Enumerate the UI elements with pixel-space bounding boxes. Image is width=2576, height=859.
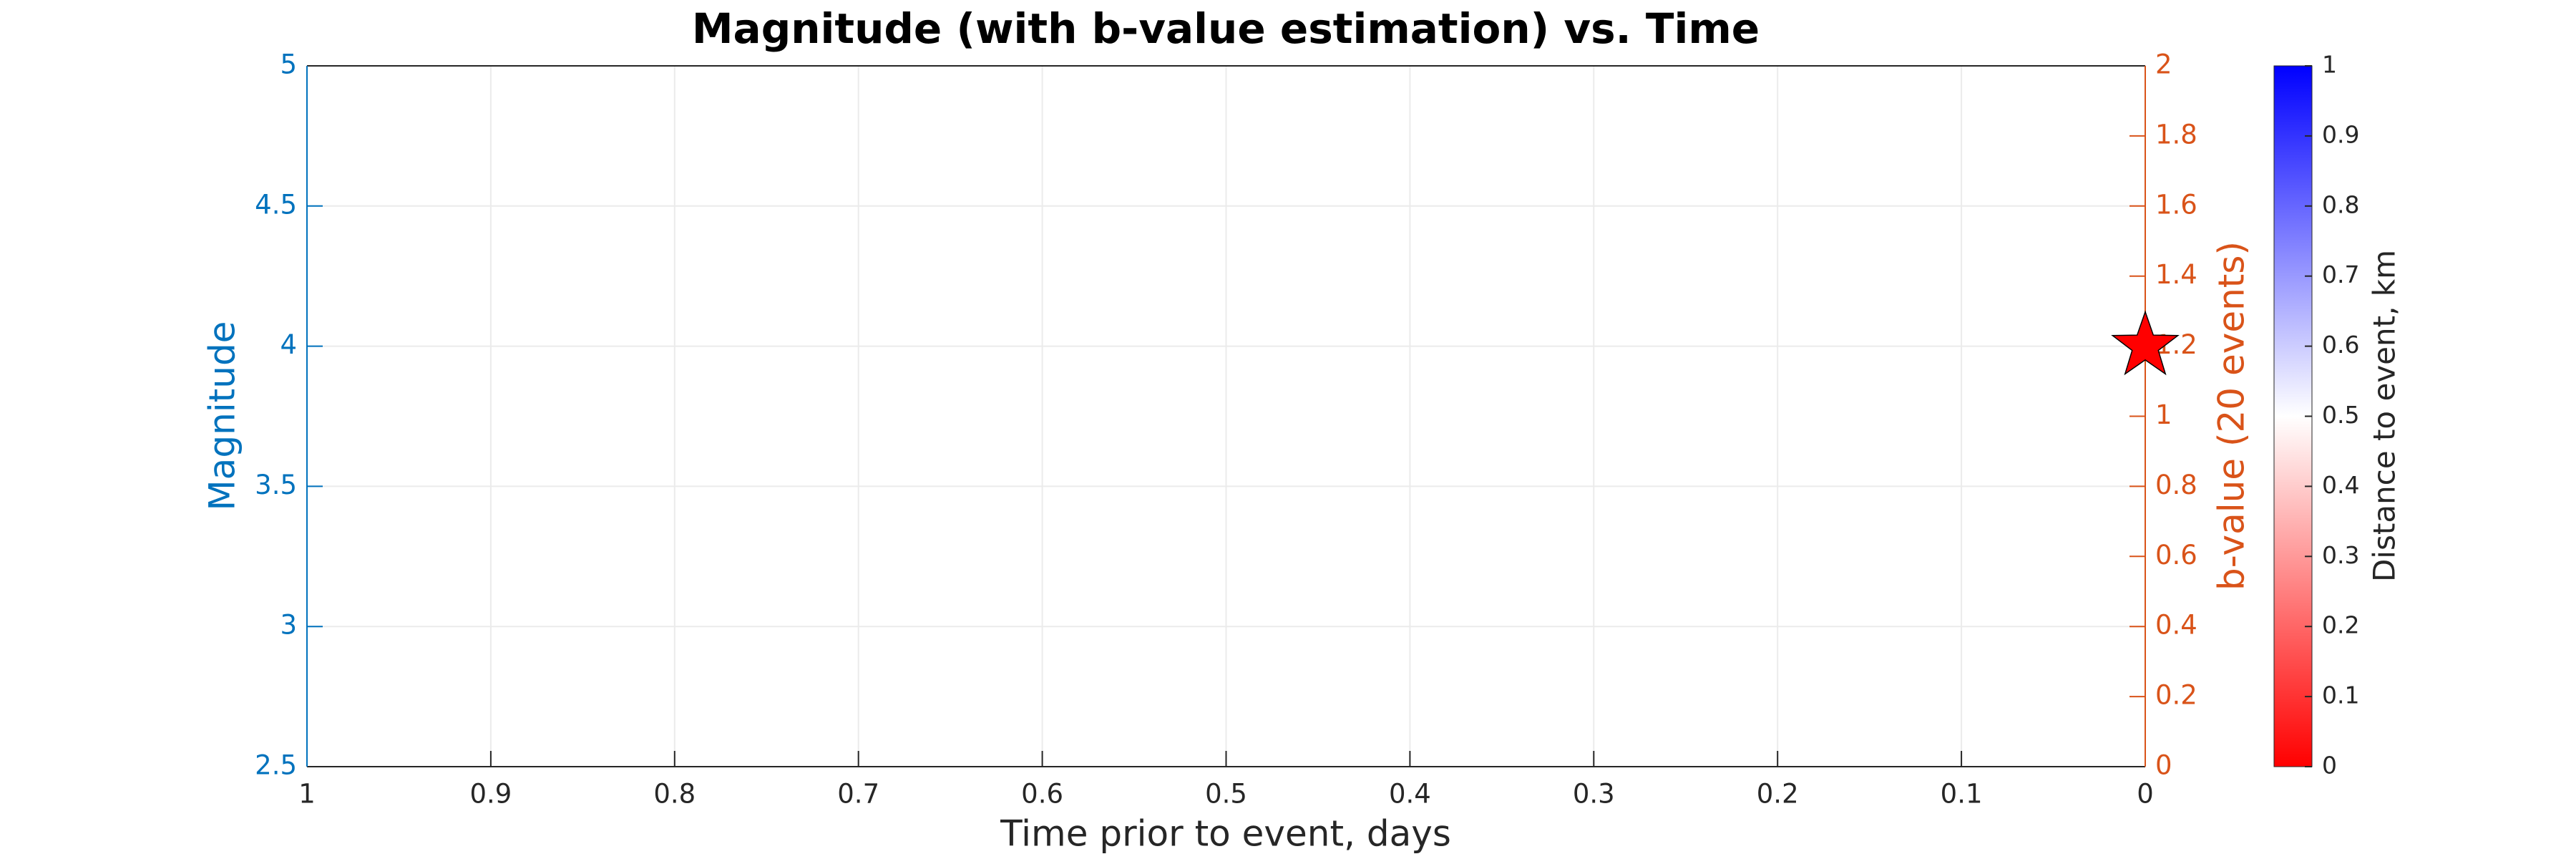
x-tick-label: 0.4 bbox=[1389, 779, 1431, 810]
colorbar-tick-label: 1 bbox=[2322, 51, 2337, 79]
x-axis-label: Time prior to event, days bbox=[1000, 813, 1451, 855]
y2-tick-label: 2 bbox=[2155, 49, 2172, 80]
y-tick-label: 3.5 bbox=[255, 470, 297, 500]
x-tick-label: 0 bbox=[2137, 779, 2154, 810]
colorbar-label: Distance to event, km bbox=[2367, 250, 2402, 582]
x-tick-label: 1 bbox=[298, 779, 316, 810]
chart-title: Magnitude (with b-value estimation) vs. … bbox=[692, 4, 1760, 53]
y2-tick-label: 0.2 bbox=[2155, 680, 2197, 711]
x-tick-label: 0.3 bbox=[1573, 779, 1615, 810]
colorbar-tick-label: 0.8 bbox=[2322, 190, 2359, 218]
y2-tick-label: 0 bbox=[2155, 750, 2172, 781]
y2-axis-label: b-value (20 events) bbox=[2211, 241, 2253, 591]
y2-tick-label: 0.6 bbox=[2155, 540, 2197, 571]
y-axis-label: Magnitude bbox=[202, 321, 243, 511]
data-point bbox=[2111, 310, 2180, 376]
colorbar-tick-label: 0.7 bbox=[2322, 261, 2359, 288]
colorbar-tick-label: 0.9 bbox=[2322, 120, 2359, 148]
x-tick-label: 0.9 bbox=[469, 779, 512, 810]
x-tick-label: 0.8 bbox=[653, 779, 696, 810]
colorbar-tick-label: 0.2 bbox=[2322, 611, 2359, 639]
colorbar-tick-label: 0.5 bbox=[2322, 401, 2359, 429]
y-tick-label: 4.5 bbox=[255, 189, 297, 220]
y2-tick-label: 1.6 bbox=[2155, 189, 2197, 220]
y2-tick-label: 1.4 bbox=[2155, 259, 2197, 290]
y2-tick-label: 1.8 bbox=[2155, 119, 2197, 150]
y-tick-label: 5 bbox=[280, 49, 297, 80]
y-tick-label: 2.5 bbox=[255, 750, 297, 781]
colorbar-tick-label: 0.4 bbox=[2322, 471, 2359, 499]
colorbar-tick-label: 0.3 bbox=[2322, 541, 2359, 569]
x-tick-label: 0.7 bbox=[837, 779, 879, 810]
x-tick-label: 0.2 bbox=[1757, 779, 1799, 810]
y2-tick-label: 1 bbox=[2155, 399, 2172, 430]
colorbar-tick-label: 0.1 bbox=[2322, 681, 2359, 709]
y-tick-label: 4 bbox=[280, 329, 297, 360]
x-tick-label: 0.6 bbox=[1021, 779, 1063, 810]
y2-tick-label: 0.4 bbox=[2155, 610, 2197, 641]
y2-tick-label: 0.8 bbox=[2155, 470, 2197, 500]
colorbar-tick-label: 0.6 bbox=[2322, 331, 2359, 359]
x-tick-label: 0.5 bbox=[1205, 779, 1247, 810]
y-tick-label: 3 bbox=[280, 610, 297, 641]
colorbar-tick-label: 0 bbox=[2322, 752, 2337, 780]
x-tick-label: 0.1 bbox=[1941, 779, 1983, 810]
